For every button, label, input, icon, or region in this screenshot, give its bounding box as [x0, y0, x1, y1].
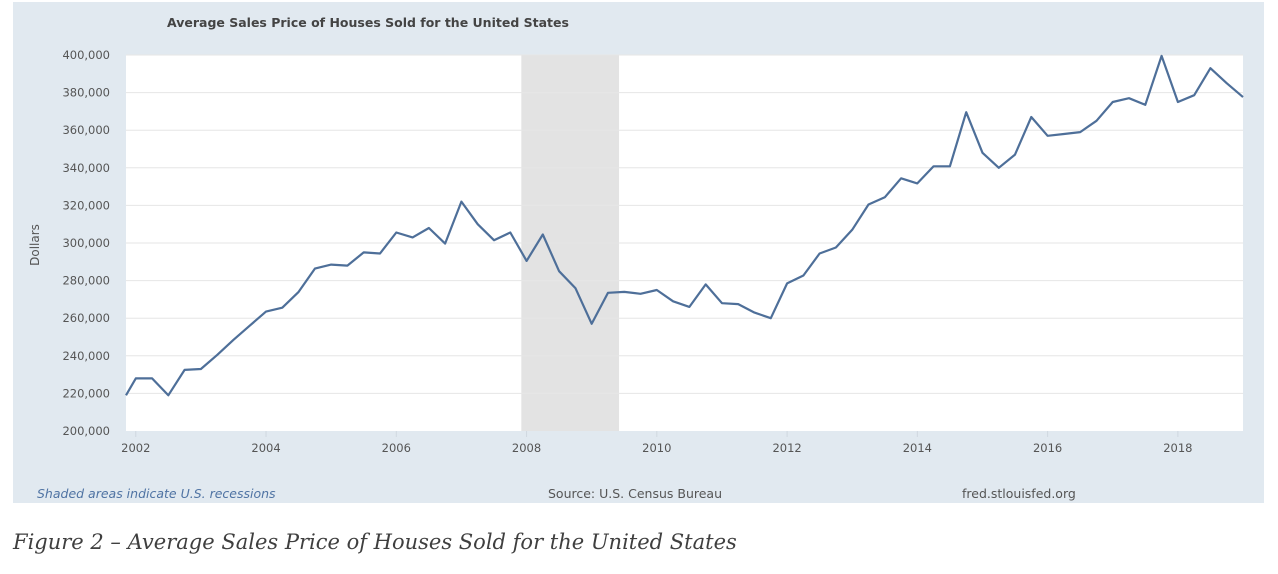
x-tick-label: 2014 — [903, 441, 932, 455]
y-tick-label: 380,000 — [62, 86, 110, 100]
y-tick-label: 340,000 — [62, 161, 110, 175]
x-tick-label: 2008 — [512, 441, 541, 455]
figure-caption: Figure 2 – Average Sales Price of Houses… — [13, 530, 737, 554]
y-tick-label: 260,000 — [62, 311, 110, 325]
y-tick-label: 360,000 — [62, 123, 110, 137]
y-tick-label: 240,000 — [62, 349, 110, 363]
x-tick-label: 2018 — [1163, 441, 1192, 455]
x-tick-label: 2016 — [1033, 441, 1062, 455]
x-tick-label: 2006 — [382, 441, 411, 455]
series-line — [125, 54, 1244, 397]
y-tick-label: 200,000 — [62, 424, 110, 438]
chart-svg: Average Sales Price of Houses Sold for t… — [28, 15, 1244, 501]
y-tick-label: 300,000 — [62, 236, 110, 250]
chart-title: Average Sales Price of Houses Sold for t… — [167, 15, 569, 30]
x-tick-label: 2004 — [251, 441, 280, 455]
recession-note: Shaded areas indicate U.S. recessions — [37, 486, 276, 501]
x-tick-label: 2002 — [121, 441, 150, 455]
source-text: Source: U.S. Census Bureau — [548, 486, 722, 501]
y-tick-label: 400,000 — [62, 48, 110, 62]
chart-panel: Average Sales Price of Houses Sold for t… — [13, 2, 1264, 503]
x-tick-label: 2012 — [772, 441, 801, 455]
y-tick-label: 220,000 — [62, 386, 110, 400]
y-axis-ticks: 200,000 220,000 240,000 260,000 280,000 300,0… — [62, 48, 110, 438]
y-tick-label: 280,000 — [62, 274, 110, 288]
fred-link[interactable]: fred.stlouisfed.org — [962, 486, 1076, 501]
y-axis-label: Dollars — [28, 224, 42, 266]
y-tick-label: 320,000 — [62, 198, 110, 212]
x-tick-label: 2010 — [642, 441, 671, 455]
series-layer — [125, 54, 1244, 397]
gridlines — [126, 54, 1243, 394]
x-axis-ticks: 2002 2004 2006 2008 2010 2012 2014 2016 2018 — [121, 431, 1193, 455]
